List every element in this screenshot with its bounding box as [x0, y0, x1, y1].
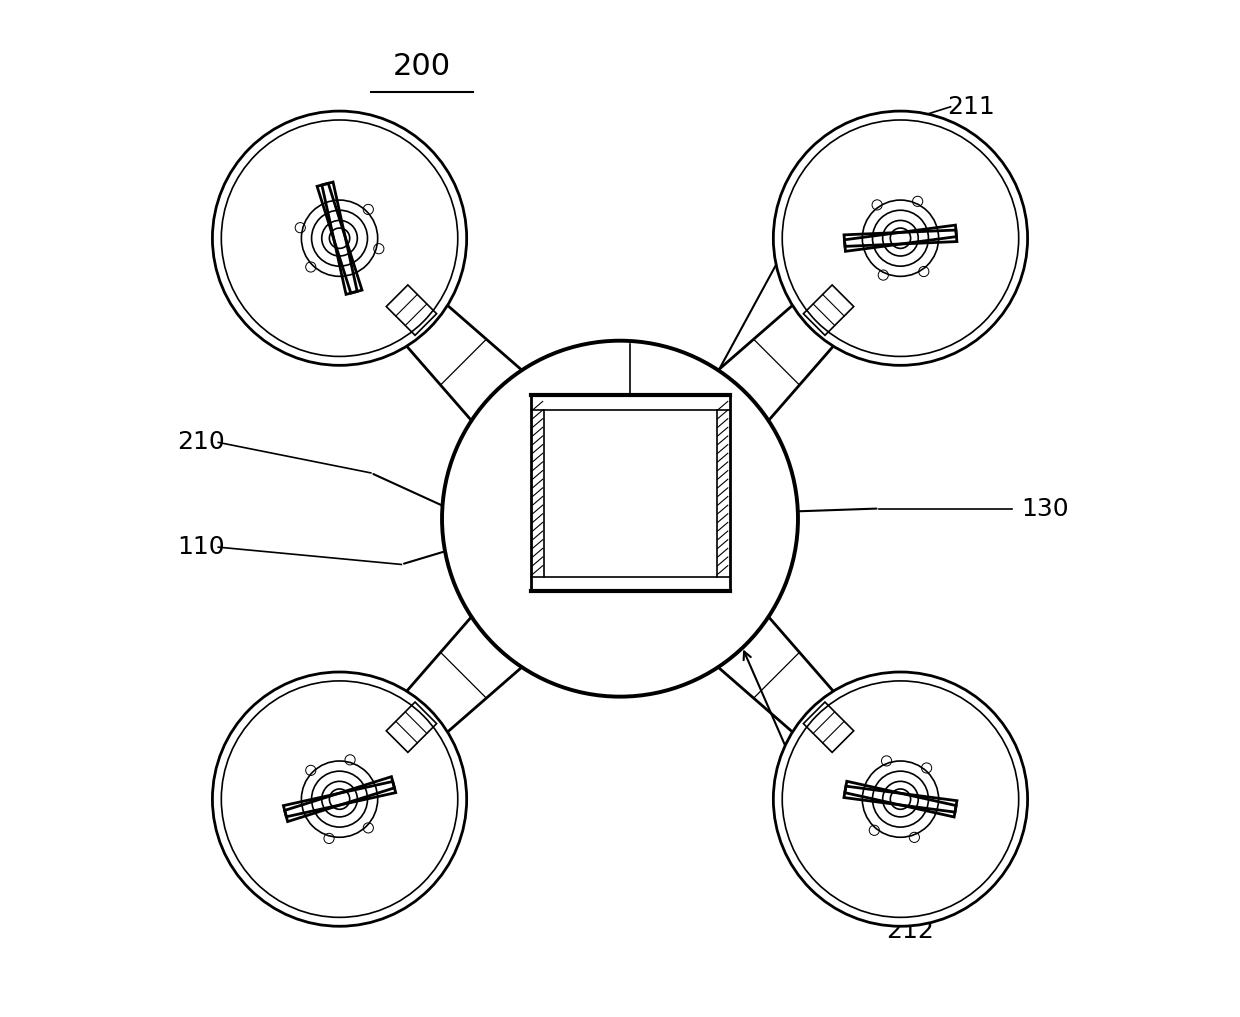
Circle shape	[774, 111, 1028, 365]
Polygon shape	[707, 606, 915, 814]
Text: 110: 110	[177, 535, 226, 559]
Polygon shape	[707, 224, 915, 431]
Text: 212: 212	[885, 918, 934, 943]
Circle shape	[441, 341, 799, 697]
Text: 200: 200	[393, 52, 451, 80]
Text: 210: 210	[177, 430, 226, 455]
Polygon shape	[325, 224, 533, 431]
Circle shape	[782, 120, 1019, 356]
Circle shape	[221, 681, 458, 917]
Circle shape	[221, 120, 458, 356]
Circle shape	[212, 111, 466, 365]
Circle shape	[774, 672, 1028, 926]
Circle shape	[212, 672, 466, 926]
Bar	[531, 393, 730, 594]
Polygon shape	[325, 606, 533, 814]
Text: 130: 130	[1022, 496, 1069, 521]
Circle shape	[782, 681, 1019, 917]
Text: 211: 211	[947, 95, 994, 119]
